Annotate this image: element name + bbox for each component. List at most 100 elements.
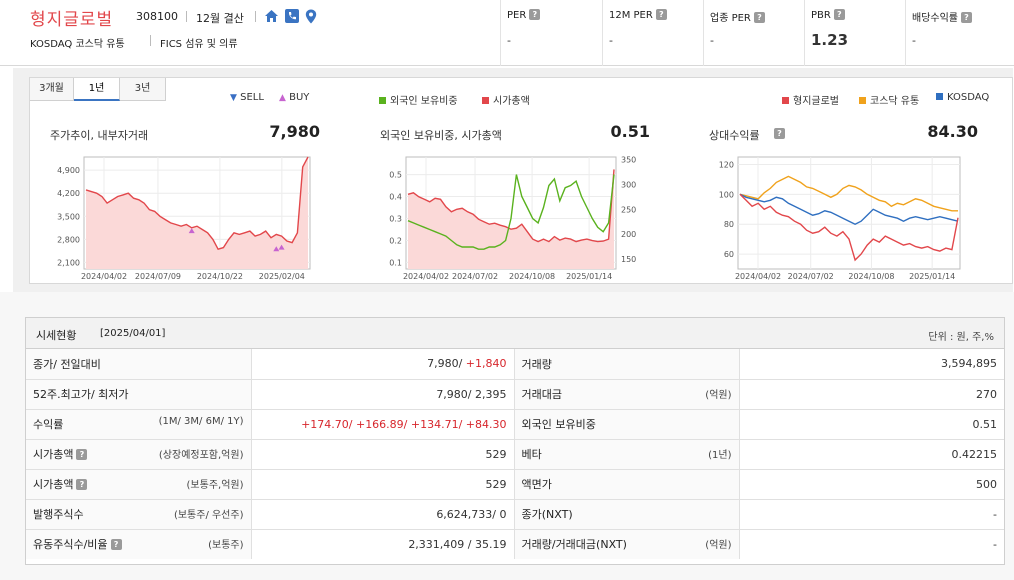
y-right-tick-label: 150: [621, 255, 636, 264]
row-label: 시가총액: [33, 478, 74, 491]
sell-label: SELL: [240, 92, 264, 103]
legend-label: 외국인 보유비중: [390, 96, 458, 107]
market-status-header: 시세현황 [2025/04/01] 단위 : 원, 주,%: [26, 318, 1004, 349]
y-tick-label: 120: [719, 160, 734, 169]
section-date: [2025/04/01]: [100, 328, 166, 339]
row-sub-label: (1년): [708, 450, 732, 461]
row-label: 유동주식수/비율: [33, 538, 108, 552]
phone-icon[interactable]: [285, 9, 299, 23]
y-right-tick-label: 300: [621, 180, 636, 189]
tab-3-years[interactable]: 3년: [120, 78, 166, 101]
returns-value: +174.70/ +166.89/ +134.71/ +84.30: [250, 409, 515, 440]
price-chart-title: 주가추이, 내부자거래: [50, 129, 149, 142]
legend-kosdaq-distribution: 코스닥 유통: [859, 92, 919, 107]
metric-value: -: [609, 34, 613, 47]
metric-label: 12M PER: [609, 10, 653, 21]
metric-value: -: [507, 34, 511, 47]
buy-marker: [273, 246, 280, 252]
market-status-section: 시세현황 [2025/04/01] 단위 : 원, 주,% 종가/ 전일대비 7…: [0, 292, 1014, 580]
fics-sector: FICS 섬유 및 의류: [160, 39, 238, 50]
row-value: 0.51: [738, 409, 1004, 440]
tab-3-months[interactable]: 3개월: [30, 78, 74, 101]
row-label: 액면가: [521, 478, 552, 491]
y-tick-label: 4,200: [57, 189, 80, 198]
row-value: 7,980/ 2,395: [250, 379, 515, 410]
help-icon[interactable]: ?: [110, 539, 122, 551]
legend-swatch: [379, 97, 386, 104]
table-row: 52주.최고가/ 최저가 7,980/ 2,395 거래대금 (억원) 270: [26, 379, 1004, 410]
help-icon[interactable]: ?: [961, 12, 972, 23]
buy-legend: ▲ BUY: [279, 92, 309, 103]
help-icon[interactable]: ?: [753, 12, 765, 23]
row-sub-label: (억원): [705, 540, 732, 552]
buy-marker: [278, 244, 285, 250]
tab-1-year[interactable]: 1년: [74, 78, 120, 101]
metric-value: -: [710, 34, 714, 47]
company-header: 형지글로벌 308100 12월 결산 KOSDAQ 코스닥 유통 FICS 섬…: [0, 0, 1014, 66]
section-title: 시세현황: [36, 329, 77, 342]
metric-label: 배당수익률: [912, 13, 958, 24]
relative-return-chart: 120 100 80 60 2024/04/02 2024/07/02 2024/10/08…: [719, 156, 961, 281]
metric-per: PER? -: [500, 0, 602, 66]
row-label: 종가/ 전일대비: [33, 357, 101, 371]
help-icon[interactable]: ?: [774, 128, 785, 139]
y-tick-label: 3,500: [57, 212, 80, 221]
row-label: 시가총액: [33, 448, 74, 461]
price-line: [85, 156, 309, 251]
legend-swatch: [859, 97, 866, 104]
company-return-line: [739, 193, 959, 262]
row-value: 7,980/: [427, 357, 466, 371]
unit-note: 단위 : 원, 주,%: [928, 332, 994, 343]
home-icon[interactable]: [264, 9, 278, 23]
row-value: -: [738, 529, 1004, 559]
help-icon[interactable]: ?: [833, 9, 845, 20]
divider: [255, 11, 256, 22]
company-name: 형지글로벌: [30, 10, 114, 30]
y-left-tick-label: 0.4: [389, 193, 402, 202]
buy-triangle-icon: ▲: [279, 93, 286, 103]
y-tick-label: 60: [724, 250, 734, 259]
help-icon[interactable]: ?: [76, 479, 88, 490]
sell-triangle-icon: ▼: [230, 93, 237, 103]
legend-market-cap: 시가총액: [482, 92, 530, 107]
market-segment: KOSDAQ 코스닥 유통: [30, 39, 125, 50]
metric-pbr: PBR? 1.23: [804, 0, 905, 66]
row-label: 수익률: [33, 418, 64, 431]
legend-label: 시가총액: [493, 96, 530, 107]
table-row: 수익률 (1M/ 3M/ 6M/ 1Y) +174.70/ +166.89/ +1…: [26, 409, 1004, 440]
metric-dividend-yield: 배당수익률? -: [905, 0, 1013, 66]
foreign-ratio-line: [407, 174, 615, 250]
price-change: +1,840: [465, 357, 507, 371]
row-value: 2,331,409 / 35.19: [250, 529, 515, 559]
help-icon[interactable]: ?: [655, 9, 667, 20]
row-value: 0.42215: [738, 439, 1004, 470]
row-label: 거래대금: [521, 388, 562, 401]
buy-marker: [188, 228, 195, 234]
divider: [150, 35, 151, 46]
legend-label: KOSDAQ: [947, 92, 990, 103]
help-icon[interactable]: ?: [76, 449, 88, 460]
row-value: 500: [738, 469, 1004, 500]
row-value: 3,594,895: [738, 349, 1004, 380]
legend-foreign-ratio: 외국인 보유비중: [379, 92, 458, 107]
metric-value: 1.23: [811, 31, 849, 49]
x-tick-label: 2024/04/02: [735, 272, 781, 281]
metric-label: PER: [507, 10, 527, 21]
y-tick-label: 2,800: [57, 235, 80, 244]
x-tick-label: 2024/10/08: [509, 272, 555, 281]
y-tick-label: 80: [724, 220, 734, 229]
y-tick-label: 4,900: [57, 166, 80, 175]
legend-swatch: [482, 97, 489, 104]
row-value: 6,624,733/ 0: [250, 499, 515, 530]
x-tick-label: 2024/07/09: [135, 272, 181, 281]
table-row: 종가/ 전일대비 7,980/ +1,840 거래량 3,594,895: [26, 349, 1004, 380]
map-pin-icon[interactable]: [305, 9, 319, 24]
foreign-chart-value: 0.51: [610, 122, 650, 141]
y-left-tick-label: 0.5: [389, 171, 402, 180]
row-sub-label: (보통주/ 우선주): [173, 510, 244, 521]
fiscal-month: 12월 결산: [196, 12, 244, 25]
x-tick-label: 2025/01/14: [909, 272, 955, 281]
y-right-tick-label: 350: [621, 155, 636, 164]
help-icon[interactable]: ?: [529, 9, 541, 20]
